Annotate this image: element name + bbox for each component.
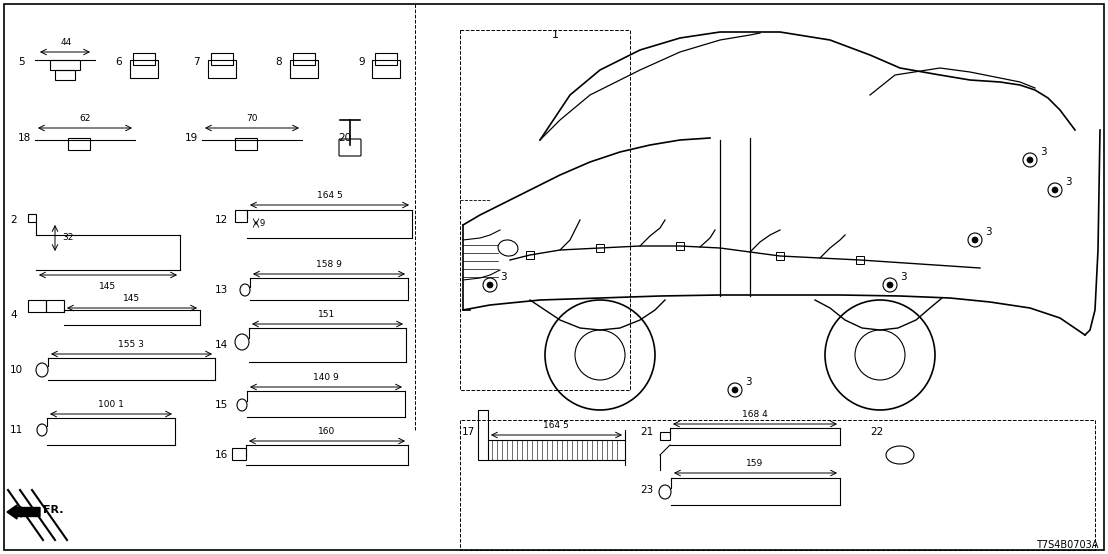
Bar (776, 252, 784, 260)
Text: 12: 12 (215, 215, 228, 225)
Text: 3: 3 (500, 272, 506, 282)
Bar (211, 53, 233, 65)
Text: 3: 3 (985, 227, 992, 237)
Bar (68, 138, 90, 150)
Text: 164 5: 164 5 (317, 191, 342, 200)
Text: 3: 3 (745, 377, 751, 387)
Bar (372, 60, 400, 78)
Bar (28, 300, 47, 312)
Text: 7: 7 (193, 57, 199, 67)
Bar (47, 300, 64, 312)
Text: 9: 9 (358, 57, 365, 67)
Text: 44: 44 (60, 38, 72, 47)
Circle shape (972, 237, 978, 243)
Bar (28, 214, 35, 222)
Text: 22: 22 (870, 427, 883, 437)
Text: 2: 2 (10, 215, 17, 225)
Bar (133, 53, 155, 65)
Bar (55, 70, 75, 80)
Bar (375, 53, 397, 65)
Bar (208, 60, 236, 78)
Text: 13: 13 (215, 285, 228, 295)
Text: 145: 145 (100, 282, 116, 291)
Bar (526, 251, 534, 259)
Text: T7S4B0703A: T7S4B0703A (1036, 540, 1098, 550)
Text: 1: 1 (552, 30, 558, 40)
Text: 4: 4 (10, 310, 17, 320)
Text: 145: 145 (123, 294, 141, 303)
Text: 19: 19 (185, 133, 198, 143)
Bar (235, 138, 257, 150)
Text: 11: 11 (10, 425, 23, 435)
Text: 20: 20 (338, 133, 351, 143)
Text: 168 4: 168 4 (742, 410, 768, 419)
Circle shape (1051, 187, 1058, 193)
Text: 18: 18 (18, 133, 31, 143)
Text: 70: 70 (246, 114, 258, 123)
Text: 62: 62 (80, 114, 91, 123)
Text: 100 1: 100 1 (99, 400, 124, 409)
FancyArrow shape (7, 505, 40, 519)
Bar (290, 60, 318, 78)
Text: 15: 15 (215, 400, 228, 410)
Text: FR.: FR. (43, 505, 63, 515)
Text: 155 3: 155 3 (119, 340, 144, 349)
Circle shape (732, 387, 738, 393)
Text: 32: 32 (62, 233, 73, 243)
Bar (596, 244, 604, 252)
Bar (478, 410, 488, 460)
Bar (856, 256, 864, 264)
Circle shape (888, 282, 893, 288)
Text: 9: 9 (260, 218, 265, 228)
Text: 6: 6 (115, 57, 122, 67)
Text: 164 5: 164 5 (543, 421, 568, 430)
Text: 158 9: 158 9 (316, 260, 342, 269)
Text: 10: 10 (10, 365, 23, 375)
Bar (293, 53, 315, 65)
Text: 3: 3 (900, 272, 906, 282)
Text: 16: 16 (215, 450, 228, 460)
Bar (50, 60, 80, 70)
Circle shape (488, 282, 493, 288)
Circle shape (1027, 157, 1033, 163)
Text: 23: 23 (640, 485, 654, 495)
Bar (660, 432, 670, 440)
Text: 5: 5 (18, 57, 24, 67)
Bar (235, 210, 247, 222)
Text: 151: 151 (318, 310, 336, 319)
Bar (130, 60, 158, 78)
Text: 3: 3 (1040, 147, 1047, 157)
Bar (232, 448, 246, 460)
Text: 140 9: 140 9 (314, 373, 339, 382)
Bar (676, 242, 684, 250)
Text: 17: 17 (462, 427, 475, 437)
Text: 21: 21 (640, 427, 654, 437)
Text: 159: 159 (747, 459, 763, 468)
Text: 160: 160 (318, 427, 336, 436)
Text: 8: 8 (275, 57, 281, 67)
Text: 14: 14 (215, 340, 228, 350)
Text: 3: 3 (1065, 177, 1071, 187)
